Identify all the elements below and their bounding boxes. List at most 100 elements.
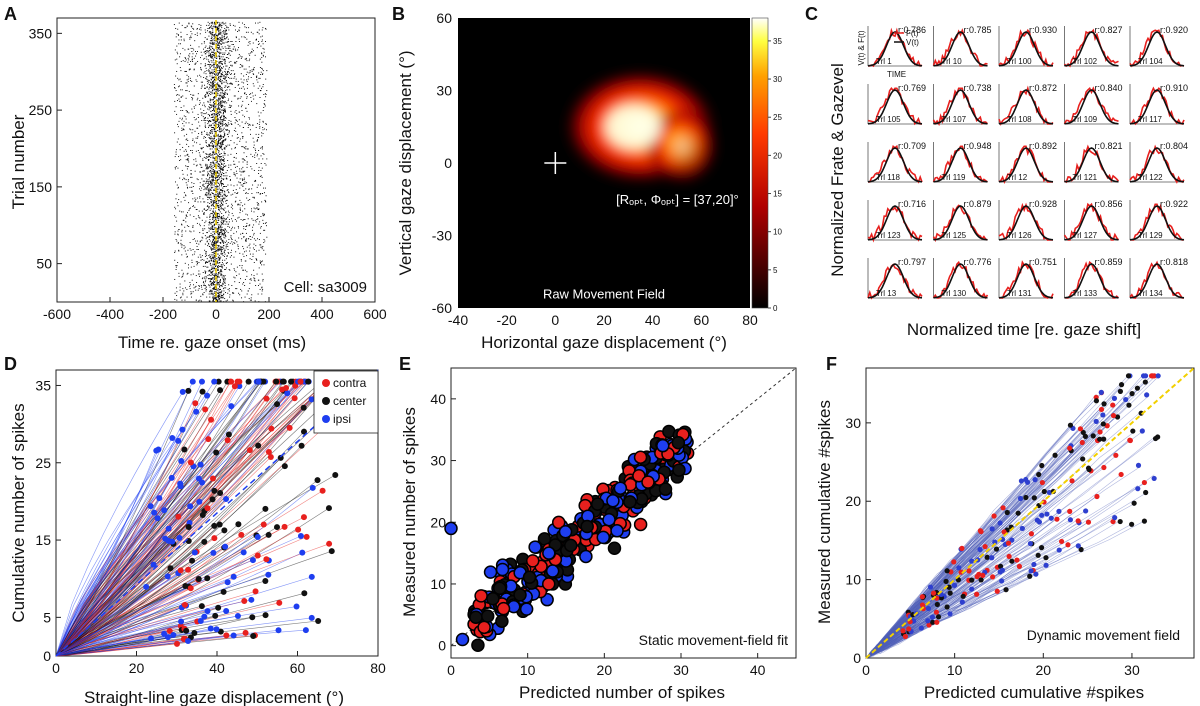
spike (207, 185, 209, 187)
spike (246, 222, 248, 224)
spike (236, 266, 238, 268)
spike (244, 37, 246, 39)
spike (190, 190, 192, 192)
spike (175, 75, 177, 77)
spike (219, 119, 221, 121)
spike (176, 291, 178, 293)
spike (250, 279, 252, 281)
spike (245, 188, 247, 190)
spike (209, 290, 211, 292)
spike (248, 72, 250, 74)
spike (213, 52, 215, 54)
spike (225, 165, 227, 167)
spike (202, 116, 204, 118)
spike (230, 236, 232, 238)
spike (248, 66, 250, 68)
spike (216, 186, 218, 188)
spike (192, 145, 194, 147)
spike (262, 121, 264, 123)
spike (188, 90, 190, 92)
endpoint-dot (241, 598, 248, 605)
spike (216, 123, 218, 125)
spike (202, 185, 204, 187)
spike (224, 108, 226, 110)
spike (252, 226, 254, 228)
spike (189, 284, 191, 286)
spike (209, 98, 211, 100)
spike (222, 203, 224, 205)
spike (230, 263, 232, 265)
spike (262, 129, 264, 131)
spike (227, 87, 229, 88)
spike (223, 58, 225, 60)
spike (212, 29, 214, 31)
spike (255, 245, 257, 247)
spike (218, 32, 220, 34)
spike (260, 112, 262, 114)
spike (238, 47, 240, 49)
spike (218, 140, 220, 141)
spike (215, 26, 217, 28)
spike (208, 170, 210, 172)
spike (218, 237, 220, 239)
spike (213, 264, 215, 266)
spike (204, 106, 206, 108)
spike (228, 164, 230, 166)
spike (210, 56, 212, 58)
spike (227, 245, 229, 247)
spike (237, 203, 239, 205)
spike (266, 90, 268, 92)
spike (212, 193, 214, 194)
spike (223, 94, 225, 96)
firing-rate-curve (998, 260, 1054, 300)
spike (225, 123, 227, 125)
spike (174, 231, 176, 233)
spike (232, 208, 234, 210)
spike (216, 216, 218, 218)
trajectory (55, 606, 297, 657)
spike (187, 180, 189, 182)
spike (217, 282, 219, 283)
spike (221, 178, 223, 180)
spike (223, 135, 225, 137)
spike (246, 161, 248, 163)
spike (196, 164, 198, 166)
trajectory (55, 536, 258, 657)
spike (222, 263, 224, 265)
spike (213, 141, 215, 143)
spike (211, 252, 213, 254)
spike (225, 85, 227, 87)
spike (214, 194, 216, 196)
spike (216, 213, 218, 215)
spike (209, 72, 211, 74)
spike (219, 262, 221, 263)
correlation-label: r:0.872 (1029, 83, 1057, 93)
spike (206, 216, 208, 218)
spike (213, 259, 215, 261)
spike (204, 235, 206, 237)
spike (222, 119, 224, 121)
spike (186, 111, 188, 113)
spike (231, 239, 233, 240)
spike (224, 38, 226, 40)
spike (219, 129, 221, 131)
spike (216, 284, 218, 286)
spike (265, 56, 266, 58)
spike (204, 37, 206, 39)
spike (212, 297, 214, 299)
spike (187, 166, 189, 168)
spike (223, 164, 225, 166)
spike (263, 215, 265, 217)
spike (224, 63, 226, 65)
spike (210, 199, 212, 201)
spike (257, 44, 259, 45)
spike (223, 54, 225, 55)
spike (216, 99, 218, 101)
spike (210, 33, 212, 35)
spike (220, 70, 222, 72)
spike (204, 122, 206, 124)
spike (200, 171, 202, 173)
spike (252, 255, 254, 257)
spike (220, 198, 222, 200)
spike (214, 113, 216, 115)
